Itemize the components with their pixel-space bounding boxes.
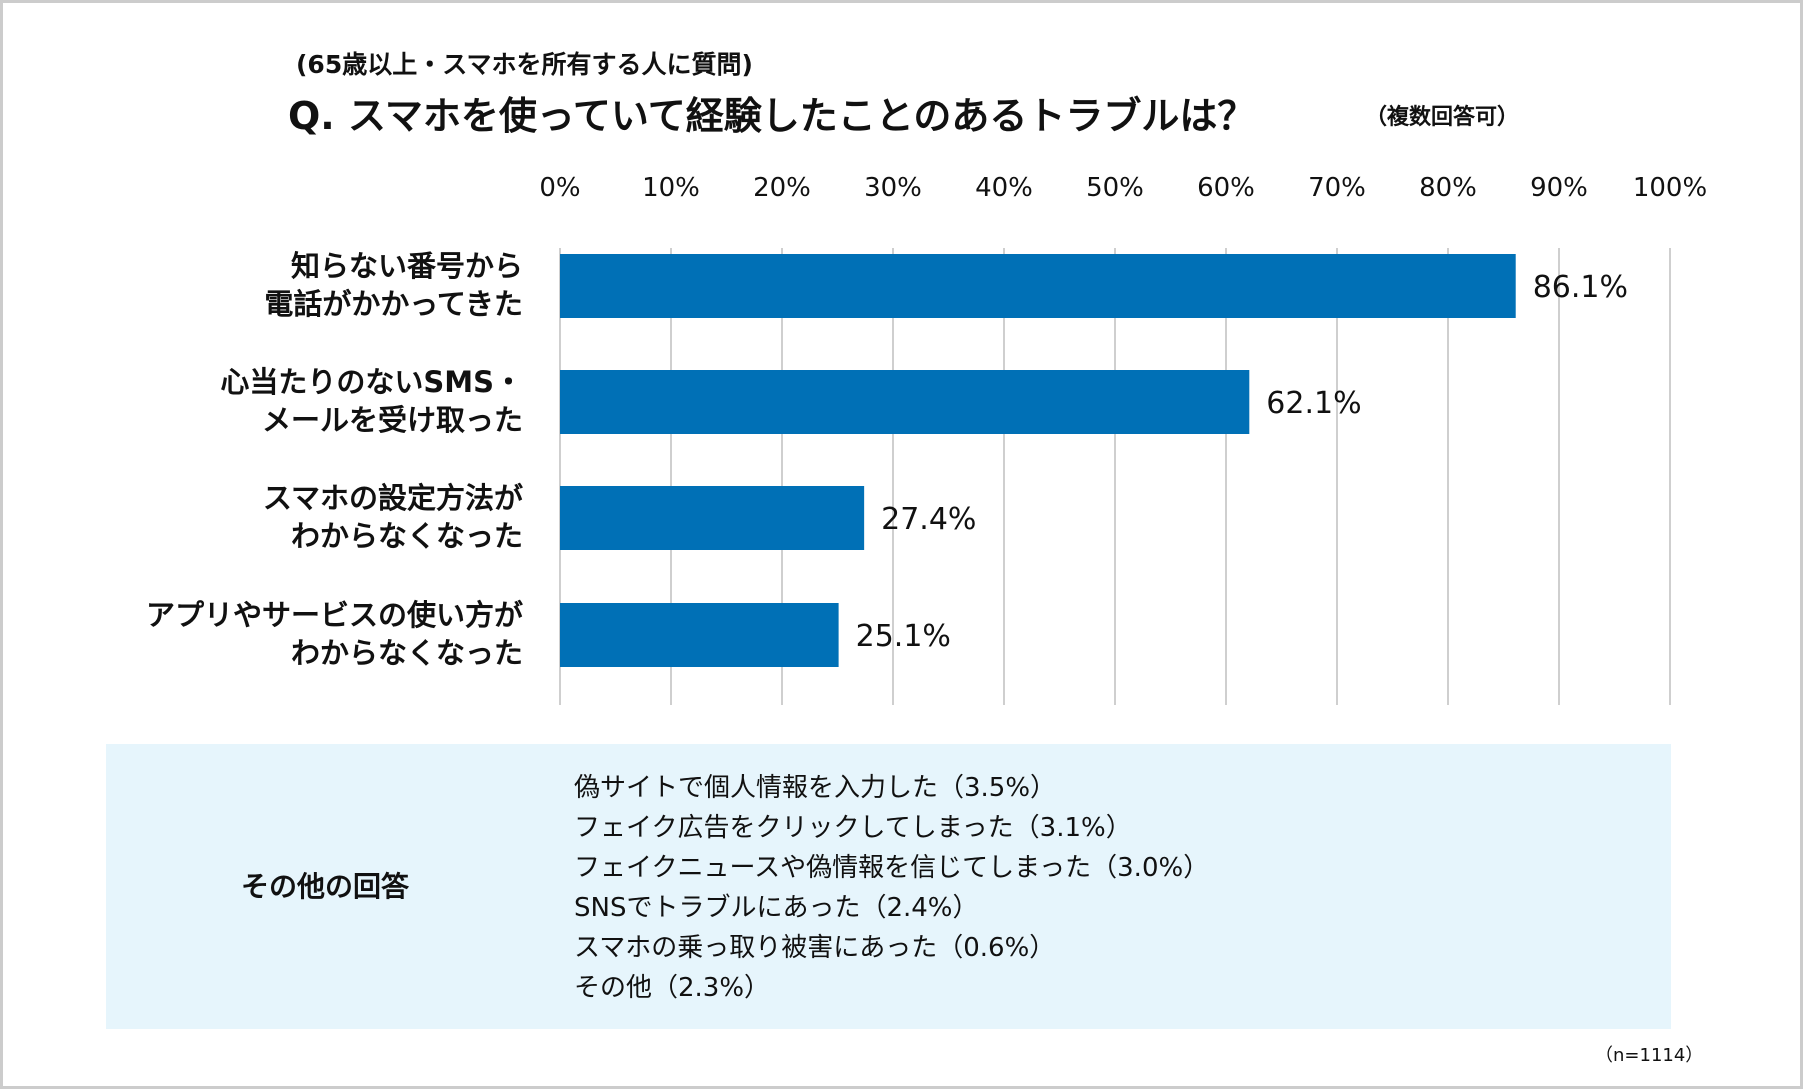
category-label: わからなくなった xyxy=(291,519,523,553)
category-label: 知らない番号から xyxy=(291,249,523,283)
category-label: 心当たりのないSMS・ xyxy=(220,365,523,399)
other-answers-list: 偽サイトで個人情報を入力した（3.5%） フェイク広告をクリックしてしまった（3… xyxy=(574,768,1209,1008)
multiple-answer-note: （複数回答可） xyxy=(1365,105,1520,130)
bar xyxy=(560,254,1516,318)
x-tick-label: 40% xyxy=(975,173,1033,203)
sample-size: （n=1114） xyxy=(1595,1045,1704,1066)
bar xyxy=(560,486,865,550)
category-label: アプリやサービスの使い方が xyxy=(146,598,523,632)
x-tick-label: 80% xyxy=(1419,173,1477,203)
bar-value-label: 25.1% xyxy=(856,619,951,654)
chart-title: Q. スマホを使っていて経験したことのあるトラブルは？ xyxy=(288,94,1256,138)
x-tick-label: 0% xyxy=(539,173,580,203)
category-label: スマホの設定方法が xyxy=(263,481,523,515)
other-answer-item: その他（2.3%） xyxy=(574,973,771,1003)
other-answers-heading: その他の回答 xyxy=(241,870,410,903)
bar xyxy=(560,603,839,667)
other-answer-item: フェイク広告をクリックしてしまった（3.1%） xyxy=(574,813,1132,843)
category-label: メールを受け取った xyxy=(262,403,523,437)
other-answer-item: スマホの乗っ取り被害にあった（0.6%） xyxy=(574,933,1056,963)
bar-value-label: 27.4% xyxy=(881,502,976,537)
x-tick-label: 100% xyxy=(1633,173,1707,203)
chart-subtitle: (65歳以上・スマホを所有する人に質問) xyxy=(296,50,753,79)
x-tick-label: 50% xyxy=(1086,173,1144,203)
category-label: わからなくなった xyxy=(291,636,523,670)
x-tick-label: 60% xyxy=(1197,173,1255,203)
bar-value-label: 86.1% xyxy=(1533,270,1628,305)
bar xyxy=(560,370,1250,434)
x-tick-label: 70% xyxy=(1308,173,1366,203)
bar-value-label: 62.1% xyxy=(1266,386,1361,421)
x-tick-label: 20% xyxy=(753,173,811,203)
other-answers-panel: その他の回答 偽サイトで個人情報を入力した（3.5%） フェイク広告をクリックし… xyxy=(106,744,1671,1029)
bar-chart: 0% 10% 20% 30% 40% 50% 60% 70% 80% 90% 100% 86.1% 知ら… xyxy=(146,173,1707,705)
category-label: 電話がかかってきた xyxy=(264,287,523,321)
x-tick-label: 30% xyxy=(864,173,922,203)
other-answer-item: SNSでトラブルにあった（2.4%） xyxy=(574,893,979,923)
x-tick-label: 10% xyxy=(642,173,700,203)
x-tick-label: 90% xyxy=(1530,173,1588,203)
other-answer-item: 偽サイトで個人情報を入力した（3.5%） xyxy=(574,773,1057,803)
other-answer-item: フェイクニュースや偽情報を信じてしまった（3.0%） xyxy=(574,853,1210,883)
